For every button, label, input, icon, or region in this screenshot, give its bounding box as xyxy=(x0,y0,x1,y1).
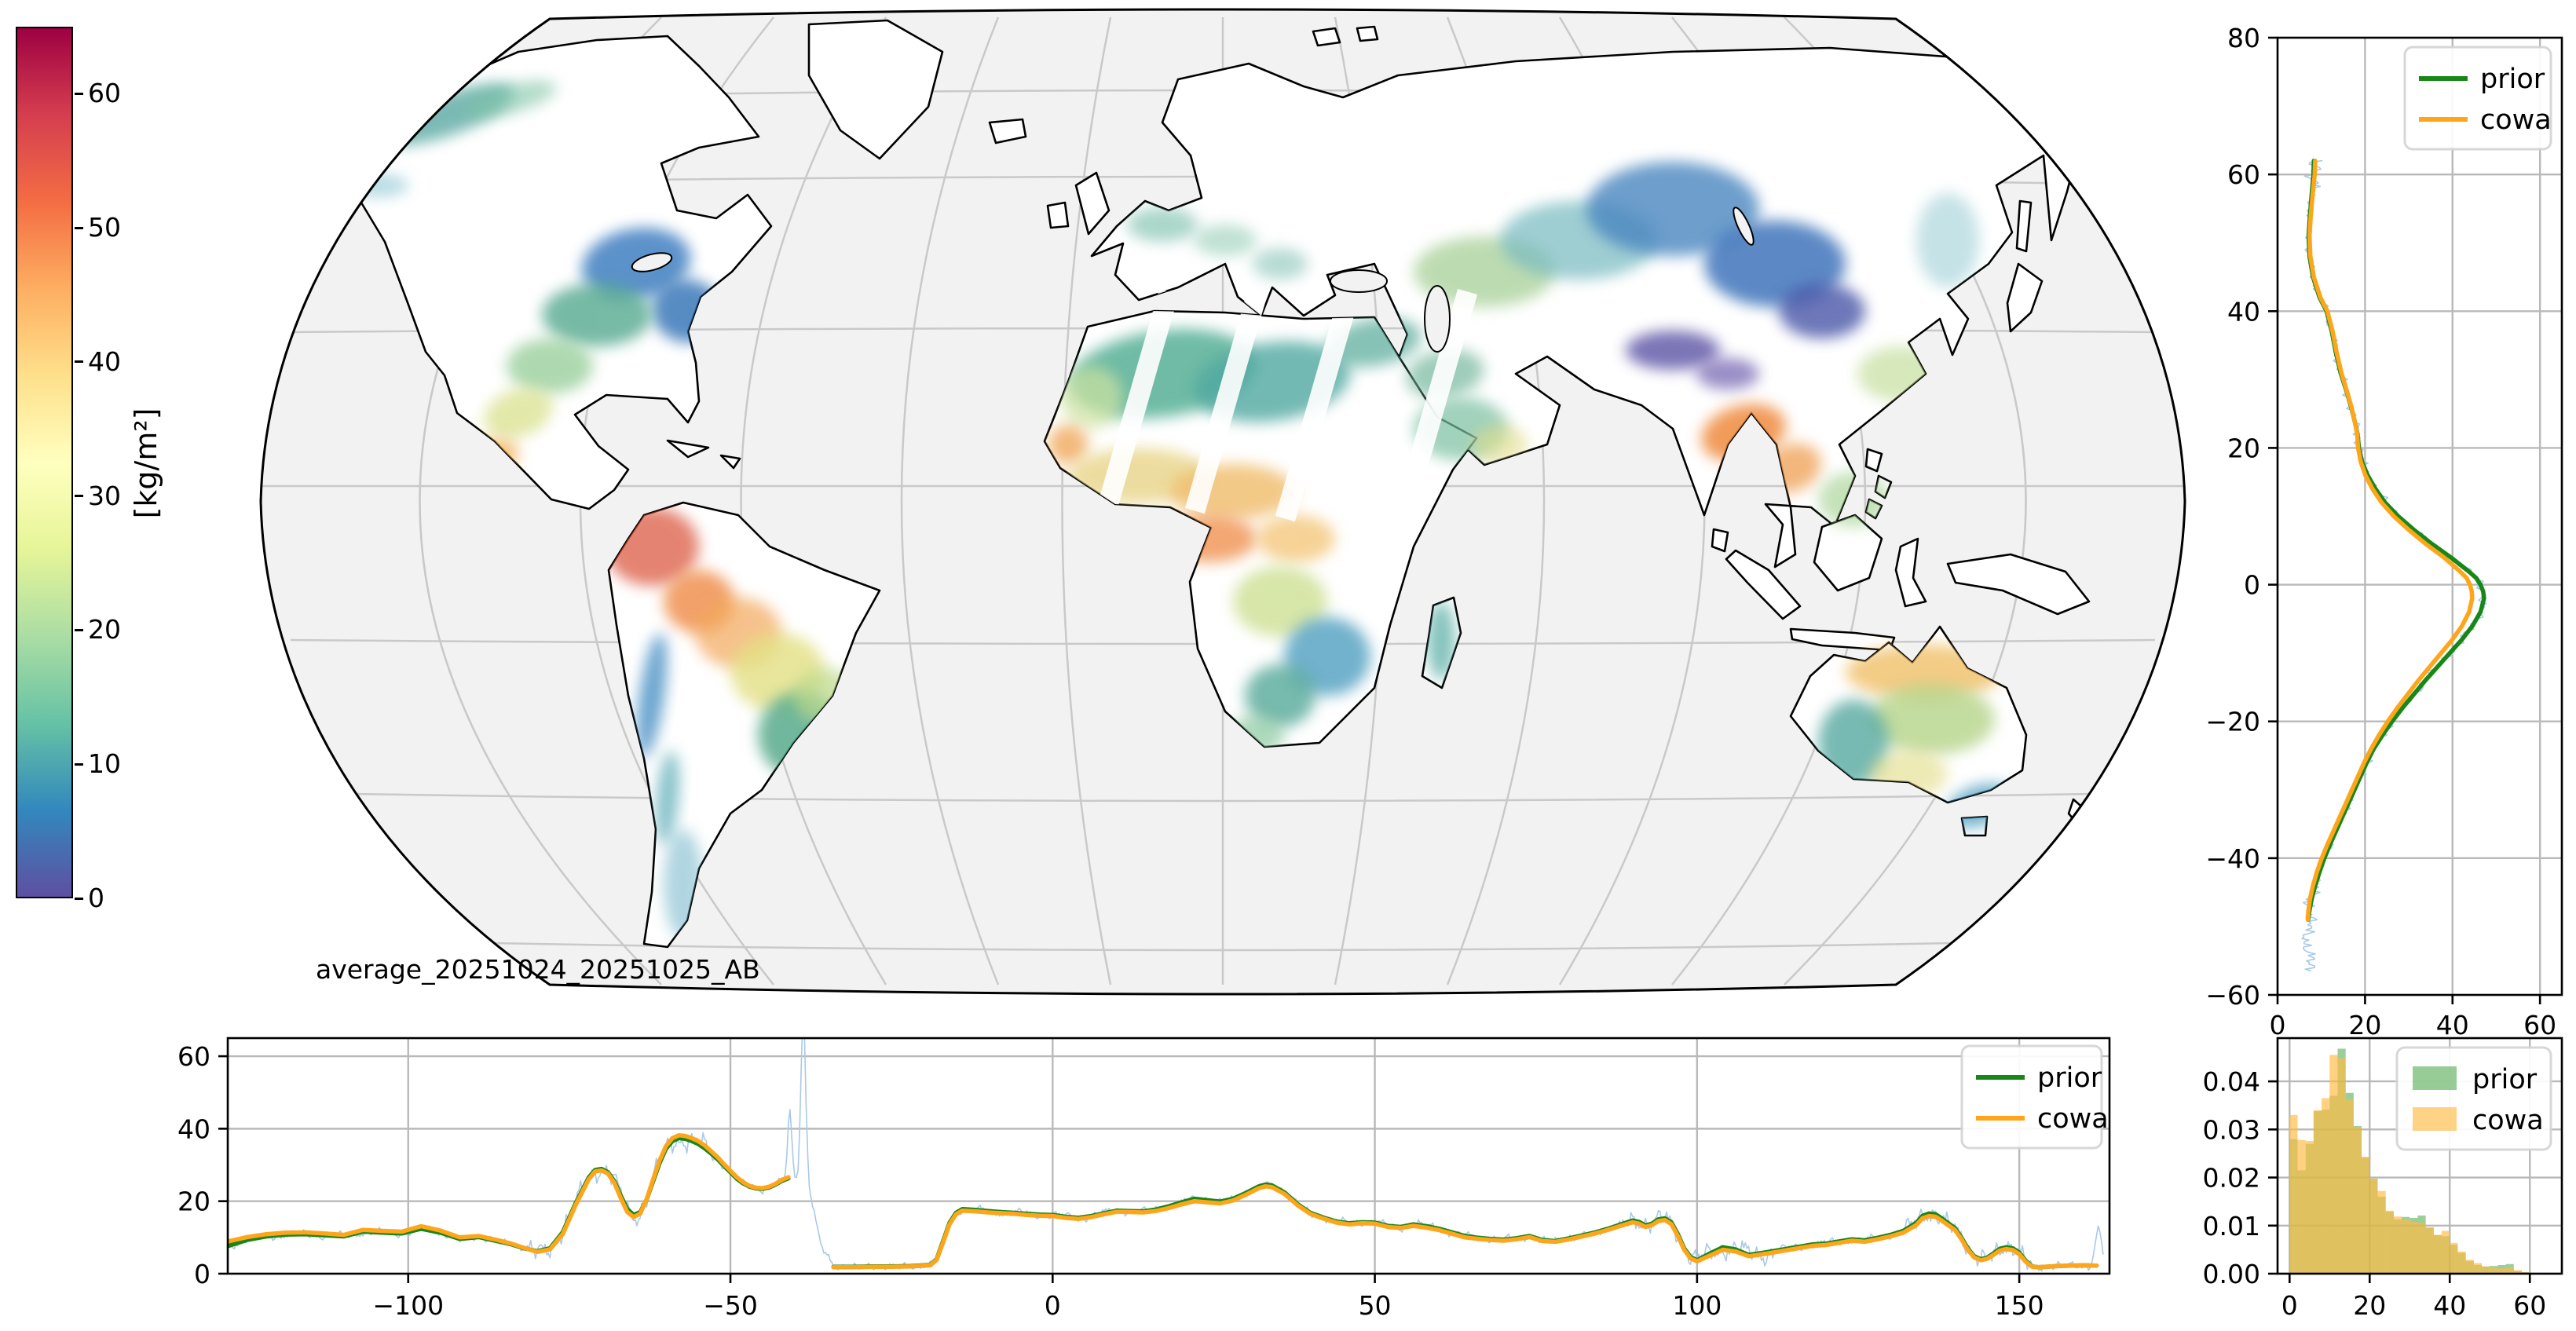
svg-text:40: 40 xyxy=(177,1113,210,1144)
colorbar-tick xyxy=(75,92,83,95)
lon-profile-panel: 0 20 40 60 −100 −50 0 50 100 150 prior cowa xyxy=(177,1037,2111,1321)
colorbar-tick-label: 50 xyxy=(88,212,121,243)
line-cowa xyxy=(2305,158,2475,922)
svg-text:−40: −40 xyxy=(2205,843,2260,874)
legend: prior cowa xyxy=(2395,1046,2552,1151)
legend: prior cowa xyxy=(2403,46,2552,151)
legend-swatch-prior xyxy=(2413,1066,2457,1090)
svg-text:150: 150 xyxy=(1995,1290,2044,1321)
svg-text:0: 0 xyxy=(1045,1290,1061,1321)
svg-text:60: 60 xyxy=(2513,1290,2546,1321)
world-map: average_20251024_20251025_AB xyxy=(259,8,2186,996)
svg-text:20: 20 xyxy=(2353,1290,2386,1321)
colorbar-tick-label: 40 xyxy=(88,346,121,377)
colorbar-tick-label: 20 xyxy=(88,614,121,645)
svg-text:60: 60 xyxy=(2227,159,2260,190)
svg-text:0: 0 xyxy=(2244,570,2260,601)
colorbar-tick xyxy=(75,226,83,229)
colorbar-tick-label: 10 xyxy=(88,748,121,780)
legend-label-cowa: cowa xyxy=(2037,1103,2109,1135)
svg-text:50: 50 xyxy=(1359,1290,1392,1321)
legend-label-prior: prior xyxy=(2037,1062,2102,1094)
line-prior xyxy=(831,1182,2099,1270)
svg-text:40: 40 xyxy=(2227,296,2260,327)
legend-swatch-cowa xyxy=(2413,1107,2457,1131)
legend-label-cowa: cowa xyxy=(2472,1105,2544,1136)
svg-text:0.00: 0.00 xyxy=(2203,1259,2260,1289)
svg-text:0: 0 xyxy=(2281,1290,2298,1321)
map-data-field xyxy=(346,80,2113,939)
line-cowa xyxy=(228,1132,791,1255)
colorbar-unit-label: [kg/m²] xyxy=(129,408,163,519)
line-prior xyxy=(228,1135,791,1254)
svg-text:0: 0 xyxy=(2270,1010,2286,1040)
svg-text:0.04: 0.04 xyxy=(2203,1066,2260,1097)
colorbar-tick-label: 60 xyxy=(88,78,121,109)
colorbar-tick xyxy=(75,360,83,364)
svg-text:60: 60 xyxy=(2523,1010,2556,1040)
svg-text:100: 100 xyxy=(1672,1290,1722,1321)
svg-text:−100: −100 xyxy=(372,1290,444,1321)
legend-label-prior: prior xyxy=(2472,1064,2538,1095)
svg-text:0.03: 0.03 xyxy=(2203,1114,2260,1145)
line-cowa xyxy=(831,1184,2099,1270)
colorbar-tick-label: 0 xyxy=(88,883,104,913)
hist-bars-prior xyxy=(2289,1048,2530,1274)
colorbar-gradient xyxy=(16,27,73,898)
svg-text:−50: −50 xyxy=(703,1290,758,1321)
colorbar-tick xyxy=(75,897,83,900)
svg-text:20: 20 xyxy=(177,1187,210,1217)
colorbar-tick-label: 30 xyxy=(88,480,121,511)
line-prior xyxy=(2306,158,2486,922)
lat-profile-panel: 80 60 40 20 0 −20 −40 −60 0 20 40 60 prior cowa xyxy=(2205,23,2563,1040)
svg-text:−20: −20 xyxy=(2205,707,2260,737)
hist-bars-cowa xyxy=(2289,1055,2530,1274)
map-caption: average_20251024_20251025_AB xyxy=(316,954,760,985)
legend-label-cowa: cowa xyxy=(2480,104,2552,136)
legend-label-prior: prior xyxy=(2480,64,2545,95)
svg-text:60: 60 xyxy=(177,1041,210,1072)
svg-text:0.01: 0.01 xyxy=(2203,1211,2260,1241)
colorbar-tick xyxy=(75,762,83,766)
svg-text:0: 0 xyxy=(194,1259,210,1289)
colorbar-tick xyxy=(75,495,83,498)
svg-text:40: 40 xyxy=(2433,1290,2466,1321)
svg-text:80: 80 xyxy=(2227,23,2260,53)
map-frame xyxy=(259,8,2186,996)
histogram-panel: 0.00 0.01 0.02 0.03 0.04 0 20 40 60 prior cowa xyxy=(2203,1037,2563,1321)
svg-text:−60: −60 xyxy=(2205,980,2260,1011)
svg-text:0.02: 0.02 xyxy=(2203,1163,2260,1194)
legend: prior cowa xyxy=(1960,1044,2109,1150)
colorbar-tick xyxy=(75,628,83,631)
svg-text:20: 20 xyxy=(2227,433,2260,463)
svg-text:40: 40 xyxy=(2436,1010,2469,1040)
svg-text:20: 20 xyxy=(2348,1010,2381,1040)
